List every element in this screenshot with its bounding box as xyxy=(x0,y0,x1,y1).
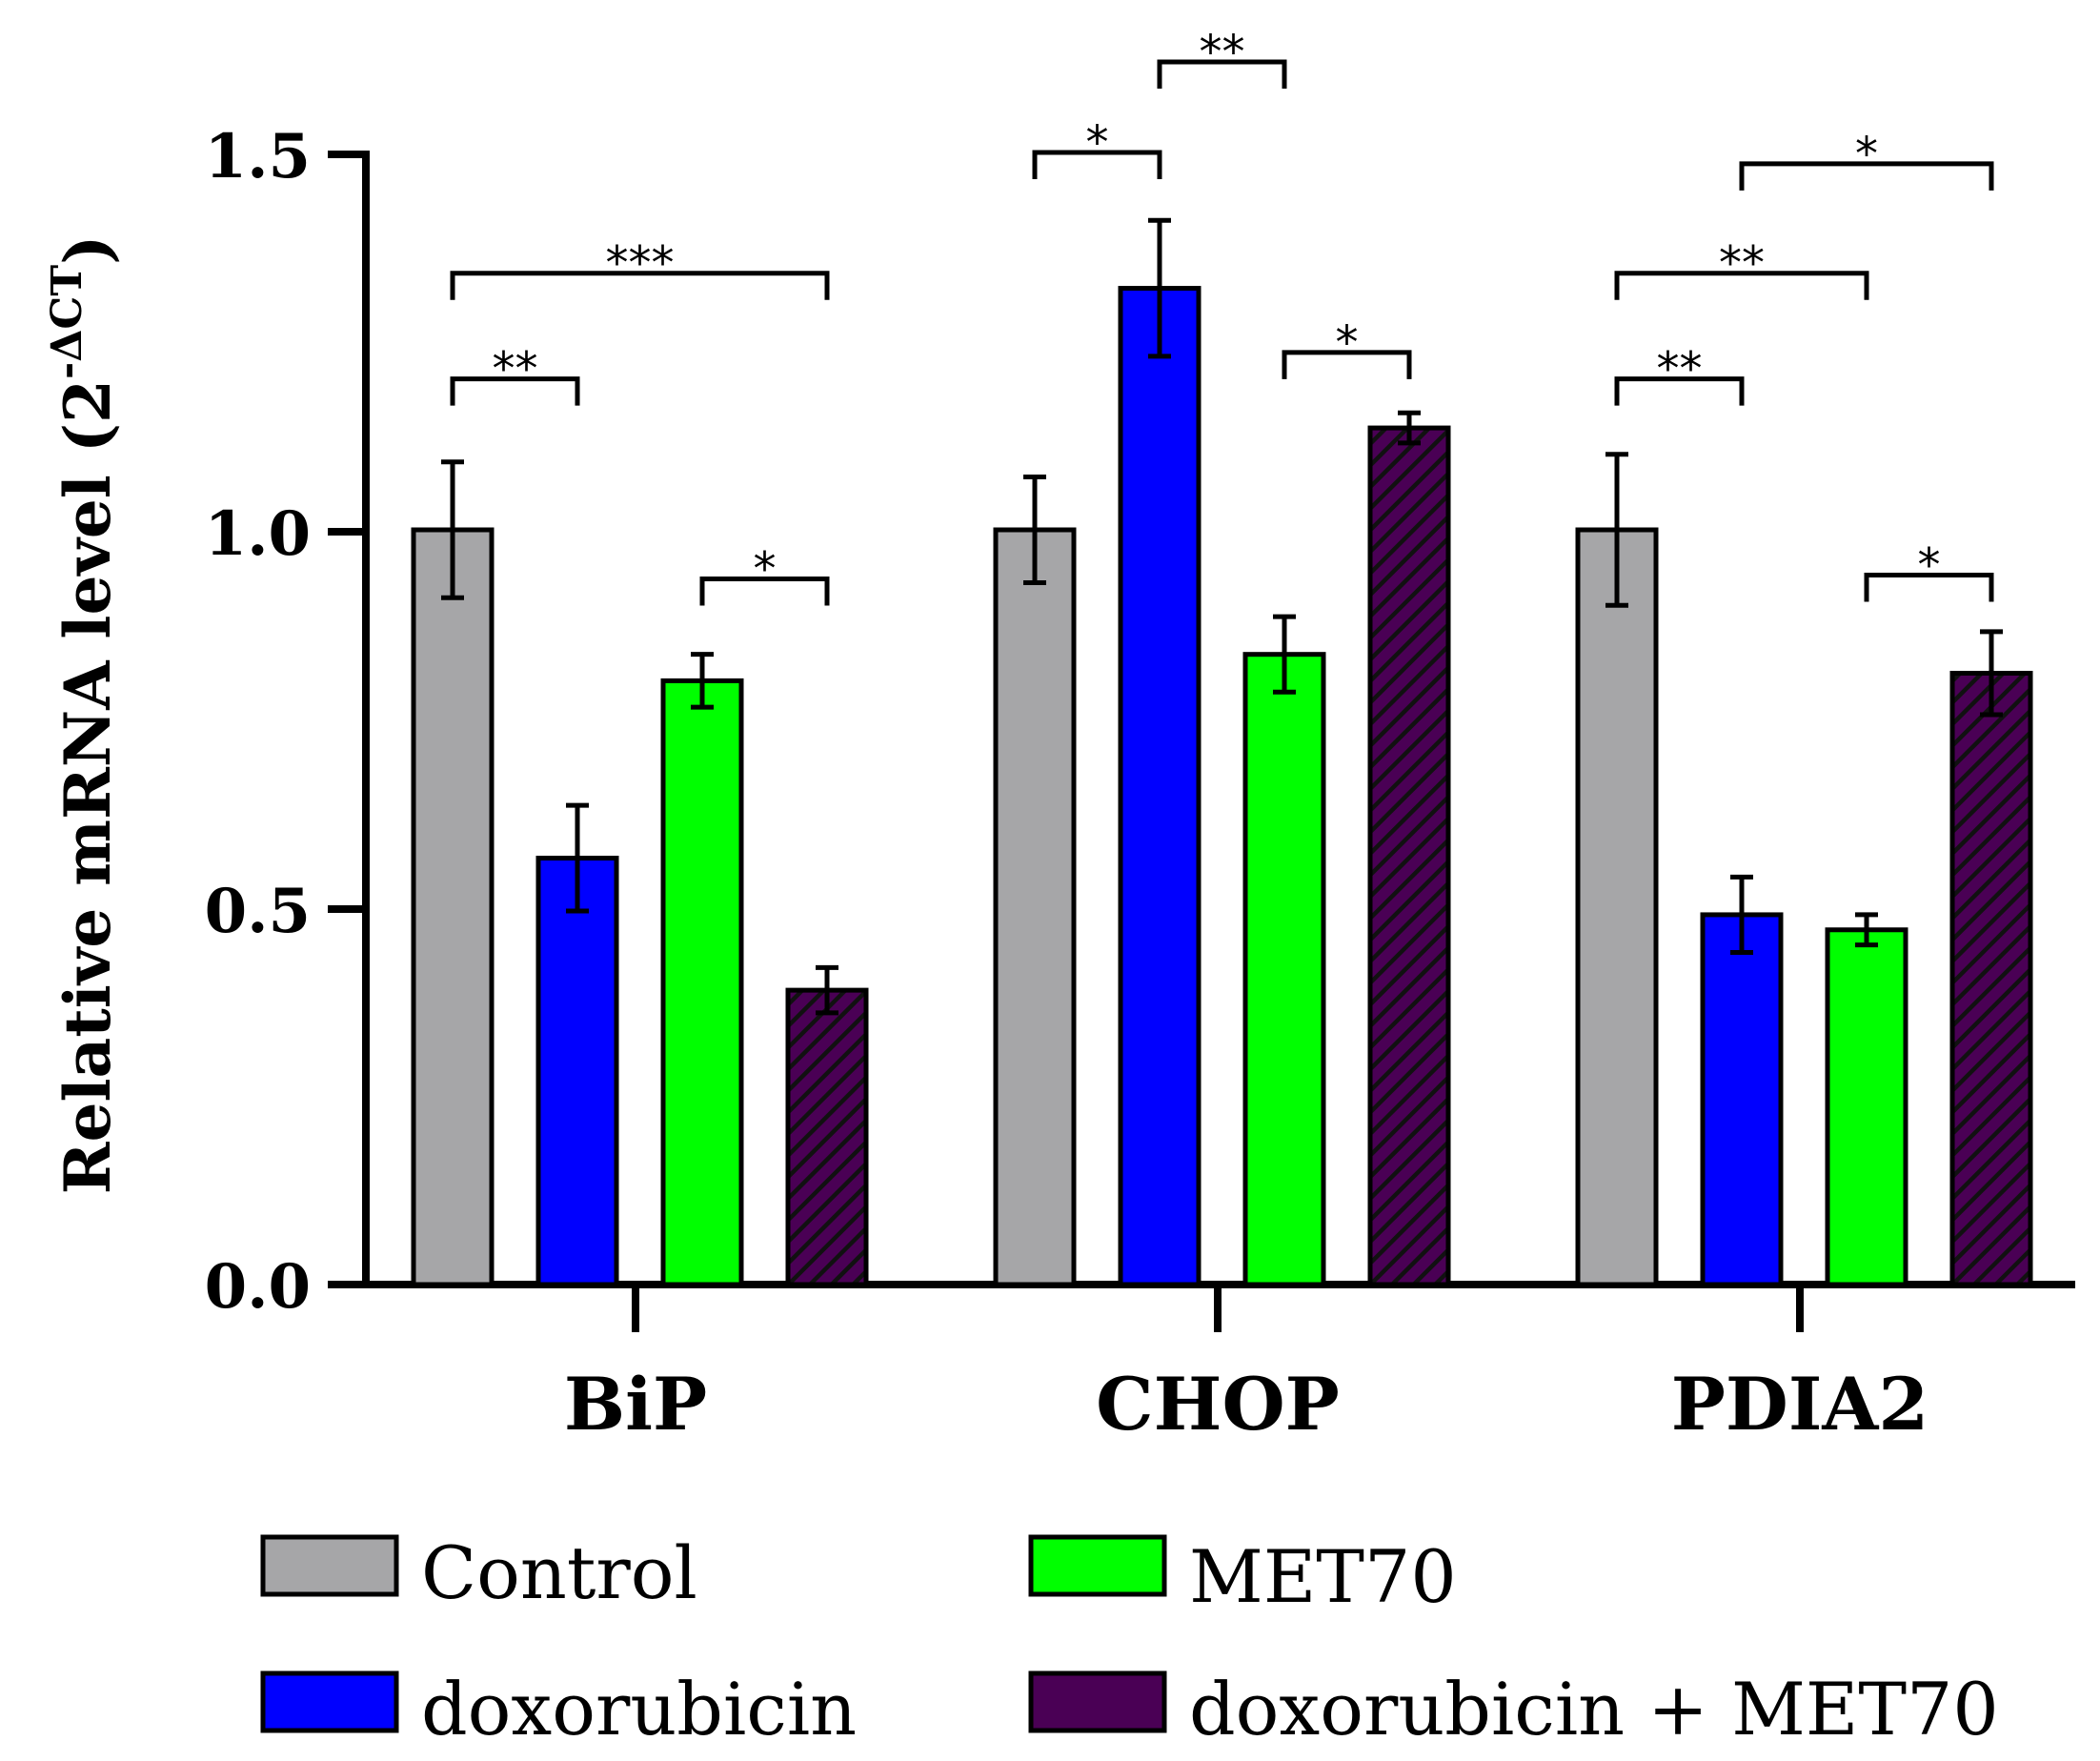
y-tick-label: 1.0 xyxy=(205,498,311,570)
significance-bracket xyxy=(1157,59,1287,89)
significance-bracket xyxy=(1739,161,1994,191)
x-categories: BiP CHOP PDIA2 xyxy=(564,1285,1928,1447)
y-tick-label: 0.0 xyxy=(205,1251,311,1323)
y-axis-label: Relative mRNA level (2-ΔCT) xyxy=(43,235,125,1195)
bar-met70-pdia2 xyxy=(1825,927,1908,1287)
bar-control-bip xyxy=(411,527,495,1287)
bar-doxorubicin-met70-chop xyxy=(1367,425,1451,1287)
x-category-label: PDIA2 xyxy=(1671,1362,1928,1447)
significance-bracket xyxy=(450,271,830,300)
legend: Control MET70 doxorubicin doxorubicin + … xyxy=(260,1530,1999,1751)
legend-label-control: Control xyxy=(421,1530,697,1615)
legend-label-met70: MET70 xyxy=(1189,1534,1457,1619)
significance-bracket xyxy=(450,376,580,406)
legend-swatch-doxorubicin-met70 xyxy=(1028,1670,1167,1733)
significance-label: * xyxy=(754,542,777,596)
y-axis-label-close: ) xyxy=(50,235,125,265)
significance-bracket xyxy=(1032,150,1162,179)
y-tick-label: 1.5 xyxy=(205,121,311,192)
bar-doxorubicin-chop xyxy=(1118,286,1201,1287)
significance-label: * xyxy=(1336,316,1359,370)
bar-met70-chop xyxy=(1242,652,1326,1287)
significance-bracket xyxy=(1614,376,1745,406)
bar-doxorubicin-bip xyxy=(535,856,619,1287)
significance-label: ** xyxy=(1200,26,1245,79)
significance-label: ** xyxy=(1657,343,1703,396)
bar-doxorubicin-met70-pdia2 xyxy=(1949,670,2033,1287)
bar-doxorubicin-met70-bip xyxy=(785,987,869,1287)
error-bars-group xyxy=(441,217,2003,1016)
significance-label: ** xyxy=(1719,237,1765,291)
significance-bracket xyxy=(1614,271,1869,300)
significance-group: ********** ****** xyxy=(450,26,1994,606)
legend-swatch-doxorubicin xyxy=(260,1670,399,1733)
y-axis-label-main: Relative mRNA level (2 xyxy=(50,379,125,1194)
legend-swatch-met70 xyxy=(1028,1534,1167,1597)
bar-doxorubicin-pdia2 xyxy=(1700,912,1784,1287)
bar-met70-bip xyxy=(660,678,744,1287)
significance-bracket xyxy=(699,576,830,606)
bars-group xyxy=(411,286,2033,1287)
significance-label: * xyxy=(1918,539,1941,593)
significance-label: * xyxy=(1855,128,1878,181)
x-category-label: CHOP xyxy=(1096,1362,1340,1447)
y-axis-label-superscript: -ΔCT xyxy=(43,265,91,379)
significance-bracket xyxy=(1282,350,1412,379)
bar-control-pdia2 xyxy=(1575,527,1659,1287)
legend-label-doxorubicin-met70: doxorubicin + MET70 xyxy=(1189,1667,1999,1751)
significance-label: * xyxy=(1086,116,1109,170)
y-ticks: 0.0 0.5 1.0 1.5 xyxy=(205,121,366,1323)
y-tick-label: 0.5 xyxy=(205,876,311,947)
legend-swatch-control xyxy=(260,1534,399,1597)
significance-label: *** xyxy=(606,237,675,291)
x-category-label: BiP xyxy=(564,1362,707,1447)
significance-label: ** xyxy=(493,343,538,396)
legend-label-doxorubicin: doxorubicin xyxy=(421,1667,857,1751)
significance-bracket xyxy=(1864,573,1994,602)
bar-control-chop xyxy=(993,527,1077,1287)
